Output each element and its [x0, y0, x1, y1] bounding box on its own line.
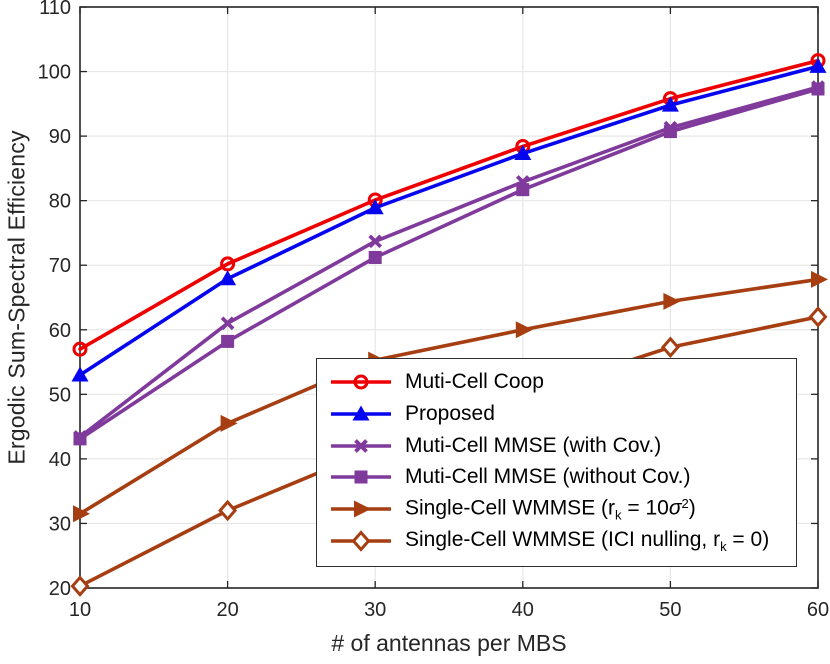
square-marker: [811, 82, 825, 96]
legend-item: Muti-Cell Coop: [329, 368, 790, 396]
series-0: [72, 53, 826, 357]
triangle-right-marker: [354, 500, 371, 518]
square-marker: [516, 183, 530, 197]
x-axis-label: # of antennas per MBS: [331, 630, 567, 656]
y-tick-label: 30: [49, 513, 71, 535]
legend-item-label: Single-Cell WMMSE (ICI nulling, rk = 0): [405, 527, 770, 555]
triangle-right-marker: [811, 270, 828, 288]
square-marker: [663, 125, 677, 139]
y-tick-label: 20: [49, 578, 71, 600]
legend-item: Single-Cell WMMSE (rk = 10σ2): [329, 495, 790, 523]
x-tick-label: 30: [364, 599, 386, 621]
legend-item: Muti-Cell MMSE (without Cov.): [329, 463, 790, 491]
triangle-up-marker: [219, 270, 237, 286]
triangle-up-marker: [809, 57, 827, 73]
triangle-up-marker: [366, 199, 384, 215]
y-tick-label: 90: [49, 126, 71, 148]
x-marker: [354, 438, 368, 453]
x-marker: [368, 234, 383, 249]
x-tick-label: 20: [216, 599, 238, 621]
legend-item-label: Muti-Cell MMSE (with Cov.): [405, 433, 662, 457]
legend-item-label: Muti-Cell MMSE (without Cov.): [405, 465, 691, 489]
diamond-marker: [70, 575, 90, 597]
legend-line-sample: [331, 470, 391, 484]
diamond-marker: [218, 499, 238, 522]
series-3: [73, 82, 825, 446]
triangle-up-marker: [661, 96, 679, 112]
diamond-marker: [660, 336, 680, 358]
x-marker: [220, 316, 235, 331]
y-tick-label: 60: [49, 320, 71, 342]
diamond-marker: [351, 530, 371, 552]
x-tick-label: 60: [807, 599, 829, 621]
y-tick-label: 50: [49, 384, 71, 406]
series-1: [71, 57, 827, 382]
legend-item-label: Proposed: [405, 401, 495, 425]
y-tick-label: 110: [39, 0, 71, 19]
triangle-right-marker: [663, 292, 681, 310]
y-tick-label: 100: [38, 62, 71, 84]
legend-item: Single-Cell WMMSE (ICI nulling, rk = 0): [329, 527, 790, 555]
legend-item: Muti-Cell MMSE (with Cov.): [329, 432, 790, 460]
legend-item-label: Single-Cell WMMSE (rk = 10σ2): [405, 495, 696, 523]
legend-line-sample: [331, 438, 391, 453]
triangle-right-marker: [73, 505, 90, 523]
circle-marker: [353, 374, 369, 390]
y-tick-label: 70: [49, 255, 71, 277]
legend-line-sample: [331, 405, 391, 421]
diamond-marker: [808, 306, 828, 328]
triangle-right-marker: [220, 414, 238, 432]
y-tick-label: 40: [49, 449, 71, 471]
x-tick-label: 40: [512, 599, 534, 621]
legend-item: Proposed: [329, 400, 790, 428]
legend-line-sample: [331, 530, 391, 552]
legend: Muti-Cell Coop Proposed Muti-Cell MMSE (wi…: [316, 358, 797, 567]
legend-line-sample: [331, 500, 391, 518]
x-tick-label: 10: [69, 599, 91, 621]
legend-line-sample: [331, 374, 391, 390]
square-marker: [368, 250, 382, 264]
triangle-right-marker: [515, 321, 533, 339]
square-marker: [221, 334, 235, 348]
circle-marker: [72, 341, 88, 357]
square-marker: [73, 432, 87, 446]
legend-item-label: Muti-Cell Coop: [405, 370, 544, 393]
y-tick-label: 80: [49, 191, 71, 213]
triangle-up-marker: [71, 366, 89, 382]
x-tick-label: 50: [659, 599, 681, 621]
circle-marker: [220, 256, 236, 272]
triangle-up-marker: [352, 405, 370, 421]
square-marker: [354, 470, 368, 484]
triangle-up-marker: [514, 145, 532, 161]
